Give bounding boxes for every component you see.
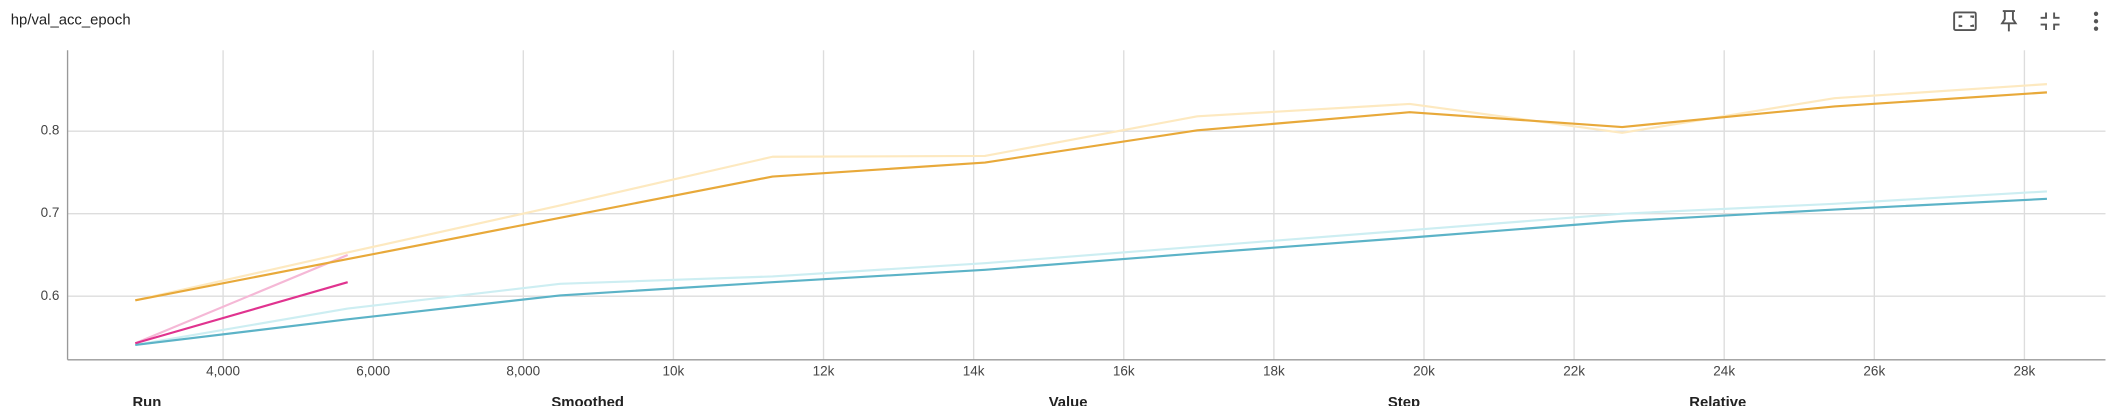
fullscreen-button[interactable] bbox=[2040, 12, 2060, 31]
series-line bbox=[135, 197, 2047, 346]
column-header[interactable]: Step bbox=[1388, 395, 1420, 406]
x-tick-label: 16k bbox=[1113, 363, 1135, 378]
x-tick-label: 18k bbox=[1263, 363, 1285, 378]
x-tick-label: 26k bbox=[1863, 363, 1885, 378]
x-tick-label: 6,000 bbox=[356, 363, 390, 378]
column-header[interactable]: Value bbox=[1049, 395, 1088, 406]
y-tick-label: 0.6 bbox=[41, 288, 60, 303]
column-header[interactable]: Run bbox=[132, 395, 161, 406]
series-line bbox=[134, 281, 348, 345]
column-header[interactable]: Relative bbox=[1689, 395, 1746, 406]
column-header[interactable]: Smoothed bbox=[551, 395, 624, 406]
x-tick-label: 8,000 bbox=[506, 363, 540, 378]
series-line bbox=[135, 91, 2048, 302]
y-tick-label: 0.8 bbox=[41, 123, 60, 138]
toolbar bbox=[1953, 10, 2099, 32]
x-tick-label: 4,000 bbox=[206, 363, 240, 378]
series-line bbox=[134, 253, 349, 345]
x-tick-label: 28k bbox=[2014, 363, 2036, 378]
series-line bbox=[135, 83, 2048, 302]
x-tick-label: 10k bbox=[663, 363, 685, 378]
table-header: Run Smoothed Value Step Relative bbox=[132, 395, 1746, 406]
x-tick-label: 12k bbox=[813, 363, 835, 378]
x-tick-label: 24k bbox=[1713, 363, 1735, 378]
x-tick-label: 22k bbox=[1563, 363, 1585, 378]
y-tick-label: 0.7 bbox=[41, 205, 60, 220]
fit-domain-button[interactable] bbox=[1953, 11, 1977, 31]
x-tick-label: 20k bbox=[1413, 363, 1435, 378]
series-line bbox=[135, 190, 2048, 346]
x-tick-label: 14k bbox=[963, 363, 985, 378]
chart-title: hp/val_acc_epoch bbox=[11, 12, 131, 28]
more-button[interactable] bbox=[2093, 11, 2099, 31]
pin-button[interactable] bbox=[2000, 10, 2018, 32]
